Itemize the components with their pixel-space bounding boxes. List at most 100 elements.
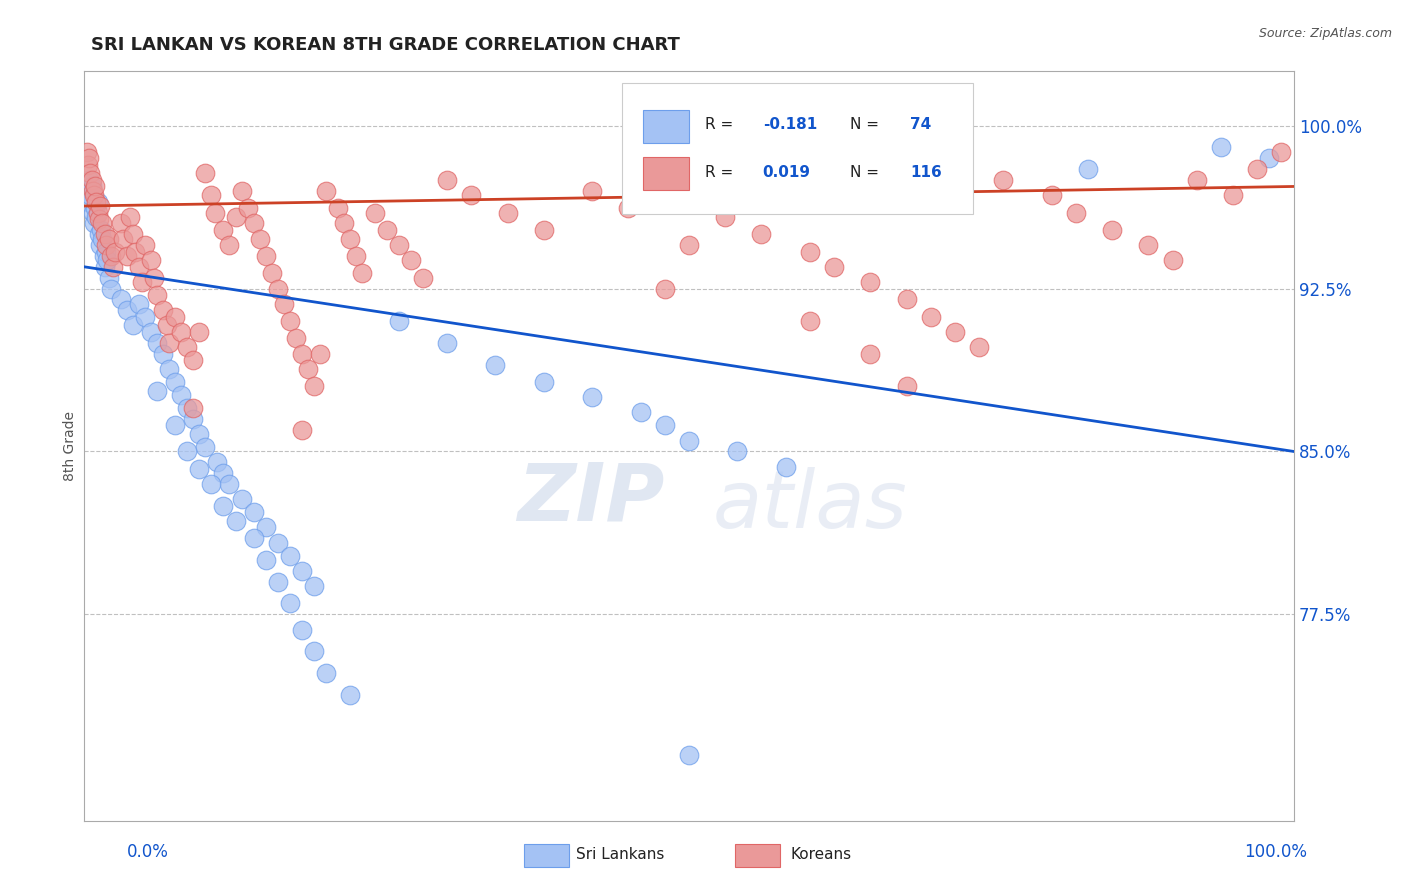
Point — [581, 390, 603, 404]
Point — [89, 199, 111, 213]
Text: R =: R = — [704, 165, 738, 180]
Point — [218, 477, 240, 491]
Point — [97, 231, 120, 245]
Point — [103, 260, 125, 274]
Point — [333, 216, 356, 230]
Point — [152, 347, 174, 361]
Point — [157, 335, 180, 350]
Point — [176, 340, 198, 354]
Point — [82, 205, 104, 219]
Point — [751, 227, 773, 242]
Point — [859, 275, 882, 289]
Point — [212, 223, 235, 237]
Point — [943, 173, 966, 187]
Text: R =: R = — [704, 117, 738, 132]
Point — [176, 401, 198, 415]
Point — [1064, 205, 1087, 219]
Text: 0.0%: 0.0% — [127, 843, 169, 861]
Point — [254, 553, 277, 567]
Point — [146, 335, 169, 350]
Point — [1258, 151, 1281, 165]
Point — [100, 249, 122, 263]
Point — [920, 310, 942, 324]
Text: 74: 74 — [910, 117, 931, 132]
Point — [87, 212, 110, 227]
Point — [231, 492, 253, 507]
Point — [165, 310, 187, 324]
Point — [581, 184, 603, 198]
Point — [823, 260, 845, 274]
Text: SRI LANKAN VS KOREAN 8TH GRADE CORRELATION CHART: SRI LANKAN VS KOREAN 8TH GRADE CORRELATI… — [91, 36, 681, 54]
Point — [146, 384, 169, 398]
Point — [725, 444, 748, 458]
Point — [339, 231, 361, 245]
Point — [302, 644, 325, 658]
Point — [110, 293, 132, 307]
Point — [278, 597, 301, 611]
Point — [76, 184, 98, 198]
Point — [225, 514, 247, 528]
Text: ZIP: ZIP — [517, 459, 665, 538]
Point — [76, 145, 98, 159]
FancyBboxPatch shape — [623, 83, 973, 214]
Point — [388, 238, 411, 252]
Point — [242, 505, 264, 519]
Point — [77, 194, 100, 209]
Point — [80, 179, 103, 194]
Point — [134, 238, 156, 252]
Point — [146, 288, 169, 302]
Point — [91, 231, 114, 245]
Point — [110, 216, 132, 230]
Point — [328, 201, 350, 215]
Point — [302, 379, 325, 393]
Point — [260, 266, 283, 280]
Point — [496, 205, 519, 219]
Point — [155, 318, 177, 333]
Point — [1040, 188, 1063, 202]
Point — [943, 325, 966, 339]
Text: Koreans: Koreans — [790, 847, 851, 862]
Point — [86, 194, 108, 209]
Point — [79, 166, 101, 180]
Point — [533, 223, 555, 237]
Text: 0.019: 0.019 — [762, 165, 811, 180]
Point — [212, 466, 235, 480]
Text: -0.181: -0.181 — [762, 117, 817, 132]
Point — [1161, 253, 1184, 268]
Point — [242, 216, 264, 230]
Point — [121, 318, 143, 333]
Point — [630, 405, 652, 419]
Point — [436, 173, 458, 187]
Point — [77, 173, 100, 187]
Text: N =: N = — [849, 117, 883, 132]
Point — [799, 244, 821, 259]
Point — [678, 748, 700, 763]
Point — [188, 325, 211, 339]
Point — [654, 281, 676, 295]
Point — [170, 325, 193, 339]
Text: N =: N = — [849, 165, 883, 180]
Point — [284, 331, 308, 345]
Point — [96, 253, 118, 268]
Point — [91, 216, 114, 230]
Point — [291, 423, 314, 437]
Point — [143, 270, 166, 285]
Point — [1209, 140, 1232, 154]
Point — [218, 238, 240, 252]
Point — [267, 574, 290, 589]
Point — [363, 205, 385, 219]
Point — [100, 281, 122, 295]
Point — [678, 238, 700, 252]
Point — [339, 688, 361, 702]
Point — [77, 151, 100, 165]
Point — [93, 249, 115, 263]
Point — [896, 379, 918, 393]
Point — [80, 173, 103, 187]
Point — [1246, 162, 1268, 177]
Point — [533, 375, 555, 389]
Point — [84, 179, 107, 194]
Point — [176, 444, 198, 458]
Point — [212, 499, 235, 513]
Point — [236, 201, 259, 215]
Point — [84, 201, 107, 215]
